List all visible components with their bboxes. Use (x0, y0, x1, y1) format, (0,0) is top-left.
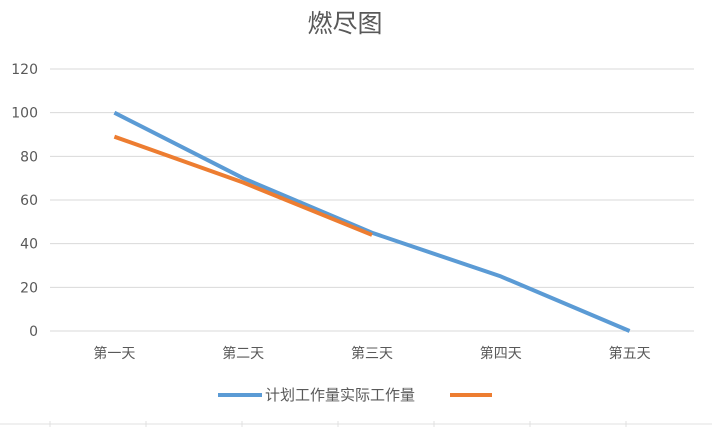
y-tick-label: 20 (20, 280, 38, 296)
y-axis-ticks: 0 20 40 60 80 100 120 (11, 62, 38, 340)
chart-title: 燃尽图 (307, 9, 382, 38)
series-lines (113, 110, 631, 333)
x-tick-label: 第三天 (351, 345, 393, 362)
y-tick-label: 40 (20, 237, 38, 253)
y-tick-label: 60 (20, 193, 38, 209)
grid-lines (50, 68, 694, 332)
legend: 计划工作量实际工作量 (218, 386, 492, 404)
y-tick-label: 80 (20, 149, 38, 165)
y-tick-label: 0 (29, 324, 38, 340)
series-line-actual (113, 134, 373, 237)
x-tick-label: 第四天 (480, 345, 522, 362)
series-line-plan (113, 110, 631, 333)
x-tick-label: 第二天 (222, 345, 264, 362)
x-tick-label: 第五天 (609, 345, 651, 362)
bottom-border (0, 421, 712, 427)
x-tick-label: 第一天 (93, 345, 135, 362)
y-tick-label: 120 (11, 62, 38, 78)
y-tick-label: 100 (11, 106, 38, 122)
x-axis-ticks: 第一天 第二天 第三天 第四天 第五天 (93, 345, 650, 362)
legend-label: 计划工作量实际工作量 (265, 386, 415, 404)
